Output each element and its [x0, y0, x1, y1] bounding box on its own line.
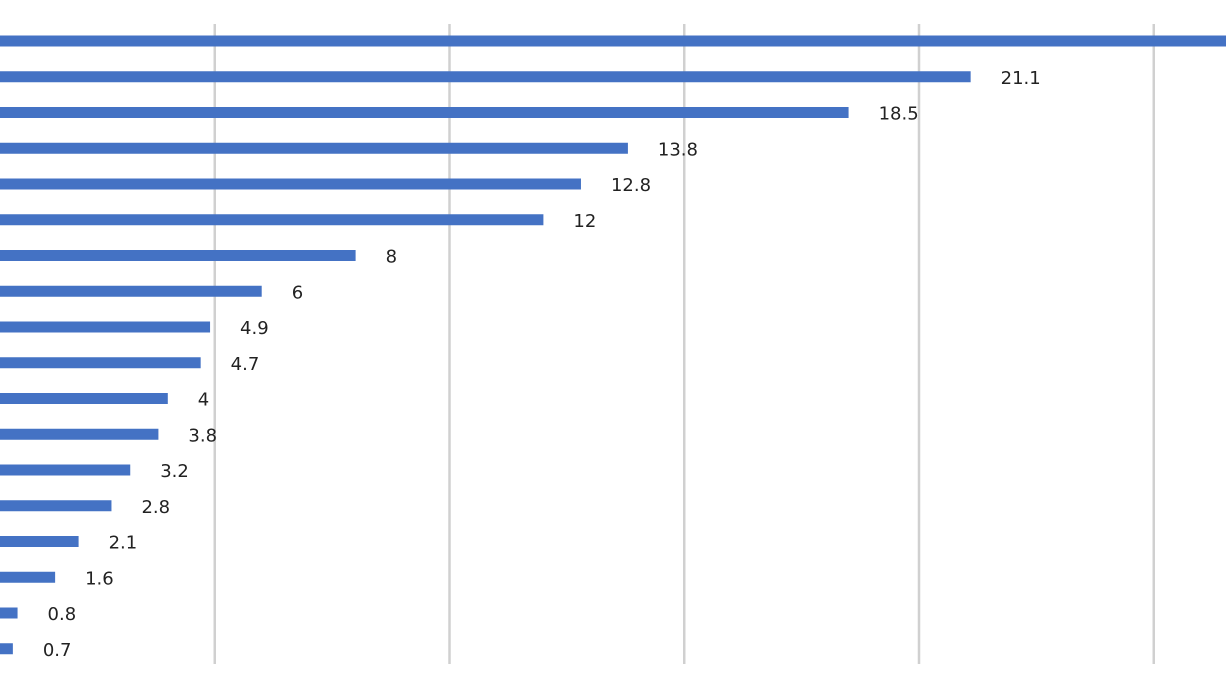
data-label: 4.7 — [231, 354, 260, 375]
bar — [0, 142, 628, 154]
data-label: 3.8 — [188, 425, 217, 446]
data-label: 12 — [573, 211, 596, 232]
data-label: 13.8 — [658, 139, 698, 160]
bar — [0, 71, 971, 83]
bar — [0, 214, 544, 226]
bar — [0, 357, 201, 369]
data-label: 12.8 — [611, 175, 651, 196]
data-label: 2.1 — [109, 533, 138, 554]
bars — [0, 35, 1226, 655]
data-label: 0.8 — [48, 604, 77, 625]
data-labels: 21.1 18.5 13.8 12.8 12 8 6 4.9 4.7 4 3.8 3.2 2.82.1 1… — [43, 68, 1041, 661]
data-label: 3.2 — [160, 461, 189, 482]
bar — [0, 464, 131, 476]
data-label: 18.5 — [879, 104, 919, 125]
data-label: 4.9 — [240, 318, 269, 339]
gridlines — [213, 24, 1155, 664]
data-label: 6 — [292, 282, 303, 303]
bar — [0, 285, 262, 297]
bar — [0, 571, 56, 583]
data-label: 1.6 — [85, 568, 114, 589]
data-label: 8 — [386, 247, 397, 268]
bar — [0, 536, 79, 547]
bar — [0, 178, 581, 190]
bar — [0, 107, 849, 118]
bar — [0, 428, 159, 440]
data-label: 0.7 — [43, 640, 72, 661]
bar-top-clipped — [0, 35, 1226, 47]
data-label: 21.1 — [1001, 68, 1041, 89]
bar — [0, 250, 356, 261]
data-label: 2.8 — [141, 497, 170, 518]
bar — [0, 607, 18, 619]
bar — [0, 393, 168, 404]
bar — [0, 500, 112, 512]
bar — [0, 643, 13, 655]
bar — [0, 321, 211, 333]
data-label: 4 — [198, 390, 209, 411]
